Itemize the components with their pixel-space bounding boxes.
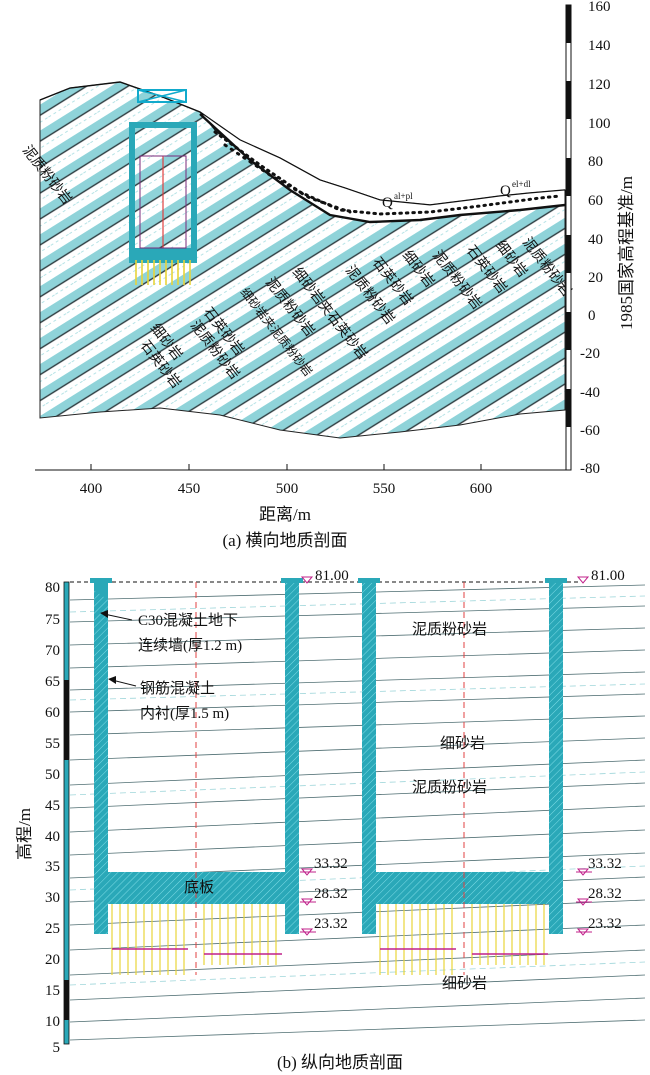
elevation-label: 81.00 [591,568,625,584]
y-tick-label-b: 75 [45,612,60,628]
x-tick-label: 400 [80,481,103,497]
y-tick-label-b: 70 [45,643,60,659]
y-tick-label-b: 35 [45,859,60,875]
shaft-2 [358,578,567,975]
y-tick-label-b: 80 [45,580,60,596]
y-tick-label-b: 45 [45,798,60,814]
y-tick-label-b: 15 [45,983,60,999]
y-tick-label: -60 [580,423,600,439]
y-tick-label-b: 40 [45,829,60,845]
elevation-label: 81.00 [315,568,349,584]
rock-label-b: 细砂岩 [442,975,487,992]
panel-b-longitudinal-section: 81.00 81.00 33.32 28.32 23.32 33.32 28.3… [15,568,646,1072]
y-tick-label: -80 [580,461,600,477]
panel-a-cross-section: Q al+pl Q el+dl 泥质粉砂岩 细砂岩 石英砂岩 泥质粉砂岩 石英砂… [19,0,636,550]
soil-label-q1: Q [382,195,393,211]
x-tick-label: 550 [373,481,396,497]
y-axis-left [63,581,70,1045]
y-tick-label: -40 [580,385,600,401]
y-tick-label-b: 10 [45,1014,60,1030]
y-tick-label-b: 5 [53,1040,61,1056]
base-annotation: 底板 [184,878,214,896]
y-tick-label: 60 [588,193,603,209]
y-tick-label: 40 [588,232,603,248]
lining-annotation-1: 钢筋混凝土 [140,680,215,697]
lining-annotation-2: 内衬(厚1.5 m) [140,705,229,722]
shaft-1 [90,578,303,975]
y-tick-label-b: 30 [45,890,60,906]
y-tick-label: 140 [588,38,611,54]
rock-label-b: 泥质粉砂岩 [412,621,487,638]
caption-a: (a) 横向地质剖面 [222,531,347,550]
rock-label-b: 泥质粉砂岩 [412,779,487,796]
elevation-label: 28.32 [588,886,622,902]
elevation-label: 28.32 [314,886,348,902]
y-tick-label-b: 60 [45,705,60,721]
y-tick-label: -20 [580,346,600,362]
soil-label-q2-sup: el+dl [512,179,531,189]
x-tick-label: 450 [178,481,201,497]
y-tick-label: 20 [588,270,603,286]
y-tick-label-b: 55 [45,736,60,752]
y-tick-label: 80 [588,154,603,170]
y-tick-label: 160 [588,0,611,15]
y-tick-label: 120 [588,77,611,93]
soil-label-q1-sup: al+pl [394,191,413,201]
elevation-label: 23.32 [588,916,622,932]
y-tick-label-b: 65 [45,674,60,690]
shaft-cross-section [129,89,197,285]
x-axis-label: 距离/m [259,505,311,524]
x-tick-label: 500 [276,481,299,497]
wall-annotation-1: C30混凝土地下 [138,612,238,629]
y-axis-label-right: 1985国家高程基准/m [617,176,636,330]
x-tick-label: 600 [470,481,493,497]
y-axis-right [565,4,572,471]
y-tick-label-b: 25 [45,921,60,937]
y-axis-label-left: 高程/m [15,808,34,860]
y-tick-label: 0 [588,308,596,324]
wall-annotation-2: 连续墙(厚1.2 m) [138,637,242,654]
soil-label-q2: Q [500,183,511,199]
y-tick-label: 100 [588,116,611,132]
rock-label-b: 细砂岩 [440,735,485,752]
y-tick-label-b: 20 [45,952,60,968]
caption-b: (b) 纵向地质剖面 [277,1053,403,1072]
elevation-label: 23.32 [314,916,348,932]
elevation-label: 33.32 [588,856,622,872]
elevation-label: 33.32 [314,856,348,872]
y-tick-label-b: 50 [45,767,60,783]
